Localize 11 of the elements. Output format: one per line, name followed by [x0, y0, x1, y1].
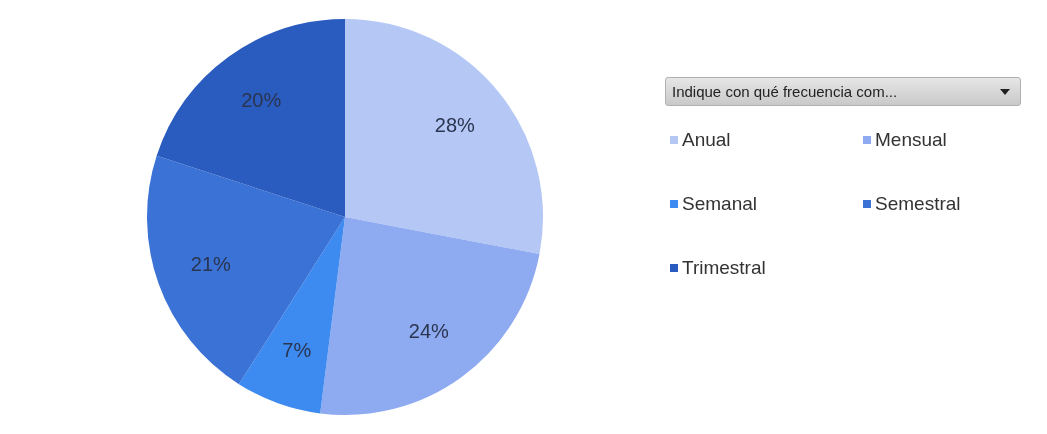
- data-label: 20%: [241, 89, 282, 112]
- legend-label: Mensual: [875, 129, 947, 151]
- legend-label: Semestral: [875, 193, 961, 215]
- legend-label: Semanal: [682, 193, 757, 215]
- legend-label: Trimestral: [682, 257, 766, 279]
- data-label: 24%: [408, 319, 450, 342]
- legend-title: Indique con qué frecuencia com...: [672, 83, 898, 100]
- data-label: 21%: [190, 252, 232, 275]
- data-label: 28%: [434, 113, 476, 136]
- data-label: 7%: [282, 338, 312, 361]
- legend-label: Anual: [682, 129, 731, 151]
